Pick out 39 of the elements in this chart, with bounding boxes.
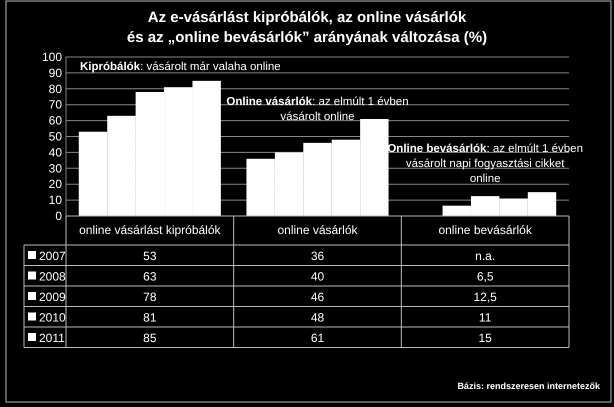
data-label: 63 — [143, 270, 157, 284]
annotation: Kipróbálók: vásárolt már valaha online — [80, 61, 281, 73]
data-label: 61 — [310, 331, 324, 345]
annotation: Online vásárlók: az elmúlt 1 évben vásárolt online — [226, 96, 409, 123]
data-label: 12,5 — [473, 290, 498, 304]
x-tick-label: online bevásárlók — [438, 223, 533, 237]
y-tick-label: 30 — [48, 161, 62, 176]
y-tick-label: 100 — [42, 50, 62, 64]
legend-label: 2010 — [39, 310, 66, 324]
data-label: 53 — [143, 249, 157, 263]
text: Bázis: rendszeresen internetezők — [457, 381, 601, 391]
data-label: 15 — [478, 331, 492, 345]
legend-label: 2007 — [39, 249, 66, 263]
y-tick-label: 50 — [48, 130, 62, 144]
y-tick-label: 10 — [48, 193, 62, 208]
chart-title: Az e-vásárlást kipróbálók, az online vásárlók és az „online bevásárlók” arányának változása (%) — [126, 9, 488, 46]
y-tick-label: 90 — [48, 66, 62, 80]
data-label: 6,5 — [476, 270, 494, 284]
data-label: 40 — [310, 270, 324, 284]
legend-label: 2011 — [39, 331, 66, 345]
y-tick-label: 60 — [48, 114, 62, 128]
data-label: 78 — [143, 290, 157, 304]
y-tick-label: 20 — [48, 177, 62, 192]
y-tick-label: 0 — [55, 209, 62, 223]
y-tick-label: 40 — [48, 145, 62, 160]
text: n.a. — [475, 249, 496, 263]
x-tick-label: online vásárlók — [277, 223, 359, 237]
data-label: 11 — [478, 310, 492, 324]
data-label: 48 — [310, 310, 324, 324]
data-label: 85 — [143, 331, 157, 345]
data-label: 36 — [310, 249, 324, 263]
x-tick-label: online vásárlást kipróbálók — [79, 223, 222, 237]
data-label: 46 — [310, 290, 324, 304]
y-tick-label: 80 — [48, 82, 62, 96]
data-label: 81 — [143, 310, 157, 324]
annotation: Online bevásárlók: az elmúlt 1 évben vásárolt napi fogyasztási cikket online — [387, 143, 583, 185]
legend-label: 2009 — [39, 290, 66, 304]
legend-label: 2008 — [39, 270, 66, 284]
y-tick-label: 70 — [48, 98, 62, 112]
